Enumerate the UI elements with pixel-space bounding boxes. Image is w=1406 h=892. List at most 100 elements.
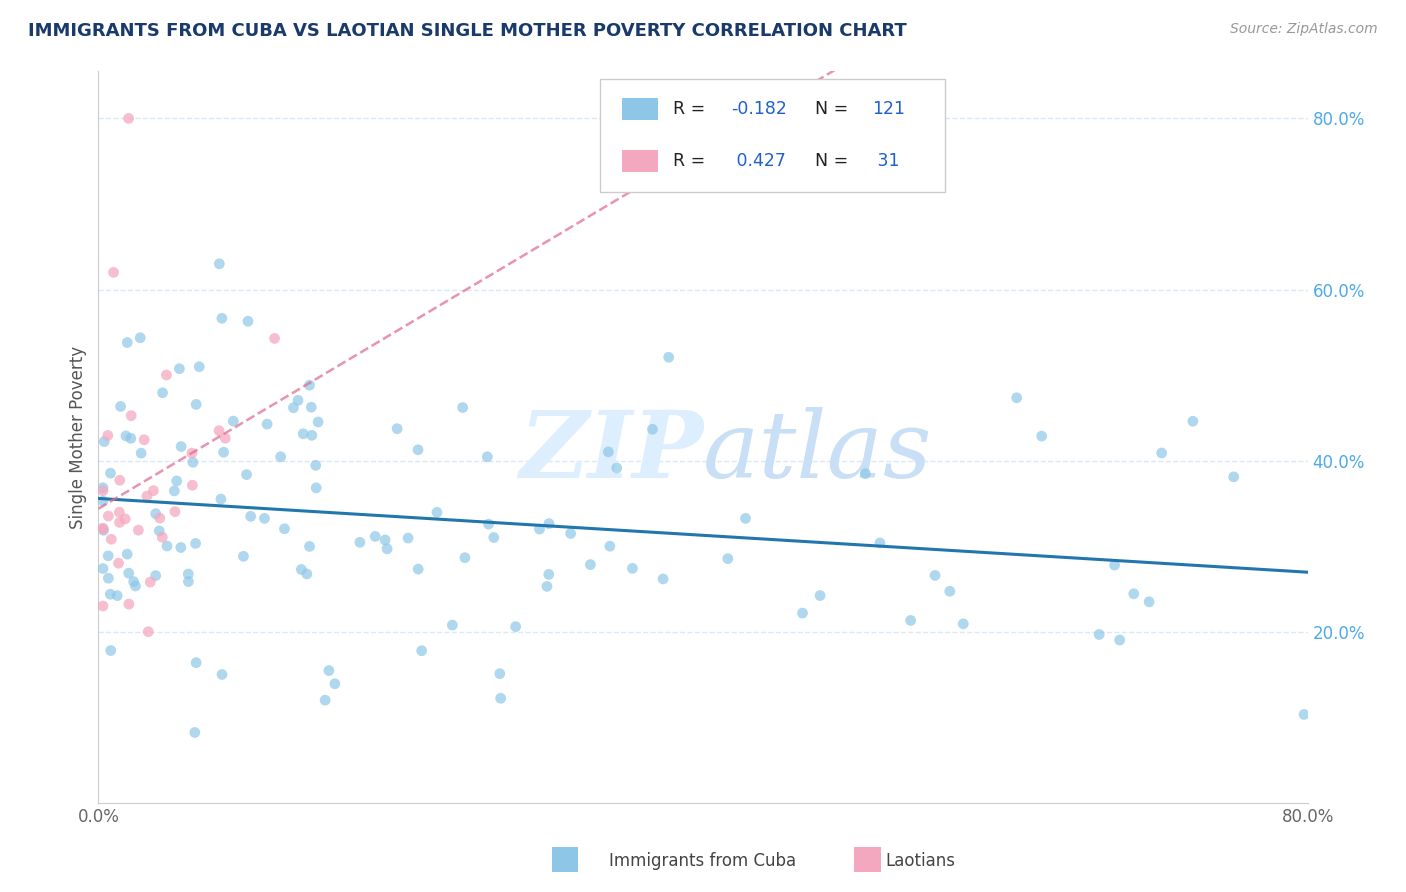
Point: [118, 597, 141, 611]
Point: [256, 417, 278, 431]
Point: [295, 566, 318, 581]
Point: [536, 579, 558, 593]
Point: [349, 535, 371, 549]
Text: N =: N =: [815, 153, 855, 170]
Point: [426, 505, 449, 519]
Bar: [551, 847, 578, 872]
Point: [97, 509, 120, 524]
Point: [115, 547, 138, 561]
Point: [307, 415, 329, 429]
Text: N =: N =: [815, 101, 855, 119]
Point: [188, 359, 211, 374]
Text: IMMIGRANTS FROM CUBA VS LAOTIAN SINGLE MOTHER POVERTY CORRELATION CHART: IMMIGRANTS FROM CUBA VS LAOTIAN SINGLE M…: [28, 22, 907, 40]
Point: [323, 677, 346, 691]
Bar: [855, 847, 880, 872]
Point: [292, 426, 315, 441]
Point: [232, 549, 254, 564]
Point: [184, 536, 207, 550]
Point: [170, 541, 193, 555]
Point: [145, 507, 167, 521]
Point: [598, 445, 620, 459]
Point: [105, 589, 128, 603]
Point: [1031, 429, 1053, 443]
Point: [1088, 627, 1111, 641]
Point: [214, 431, 236, 445]
Point: [900, 614, 922, 628]
Point: [100, 466, 122, 480]
Point: [239, 509, 262, 524]
Point: [163, 483, 186, 498]
Point: [290, 562, 312, 576]
Point: [208, 424, 231, 438]
Point: [100, 533, 122, 547]
Text: R =: R =: [672, 153, 710, 170]
Point: [579, 558, 602, 572]
Point: [1104, 558, 1126, 573]
Point: [186, 656, 208, 670]
Point: [117, 335, 139, 350]
Point: [103, 265, 125, 279]
Point: [270, 450, 292, 464]
Point: [488, 666, 510, 681]
Point: [91, 521, 114, 535]
Point: [170, 440, 193, 454]
Point: [150, 530, 173, 544]
Point: [129, 446, 152, 460]
Point: [145, 568, 167, 582]
Point: [652, 572, 675, 586]
Point: [305, 458, 328, 473]
Point: [406, 562, 429, 576]
Point: [156, 539, 179, 553]
Point: [305, 481, 328, 495]
Point: [177, 574, 200, 589]
Point: [396, 531, 419, 545]
Point: [142, 483, 165, 498]
Point: [108, 516, 131, 530]
Point: [180, 446, 202, 460]
Point: [169, 361, 191, 376]
Point: [155, 368, 177, 382]
Point: [454, 550, 477, 565]
Point: [148, 524, 170, 538]
Point: [364, 529, 387, 543]
Point: [163, 505, 186, 519]
Text: Immigrants from Cuba: Immigrants from Cuba: [609, 853, 797, 871]
Point: [298, 378, 321, 392]
Text: -0.182: -0.182: [731, 101, 787, 119]
Point: [120, 409, 142, 423]
Point: [91, 599, 114, 613]
Point: [599, 539, 621, 553]
Point: [477, 517, 499, 532]
Point: [287, 393, 309, 408]
Point: [621, 561, 644, 575]
Point: [263, 331, 285, 345]
Point: [1005, 391, 1028, 405]
Bar: [621, 98, 658, 120]
Point: [91, 561, 114, 575]
Point: [869, 536, 891, 550]
Point: [118, 112, 141, 126]
Y-axis label: Single Mother Poverty: Single Mother Poverty: [69, 345, 87, 529]
Point: [808, 589, 831, 603]
Text: 121: 121: [872, 101, 905, 119]
Point: [108, 505, 131, 519]
Point: [127, 523, 149, 537]
Point: [136, 489, 159, 503]
Point: [1108, 633, 1130, 648]
Point: [118, 566, 141, 581]
Point: [97, 428, 120, 442]
Point: [149, 511, 172, 525]
Text: Laotians: Laotians: [886, 853, 956, 871]
Point: [537, 516, 560, 531]
Point: [658, 351, 681, 365]
Point: [122, 574, 145, 589]
Point: [108, 473, 131, 487]
Point: [952, 616, 974, 631]
Point: [107, 556, 129, 570]
Point: [129, 331, 152, 345]
Point: [212, 445, 235, 459]
Point: [134, 433, 156, 447]
Point: [152, 385, 174, 400]
Bar: [621, 151, 658, 172]
Point: [110, 400, 132, 414]
